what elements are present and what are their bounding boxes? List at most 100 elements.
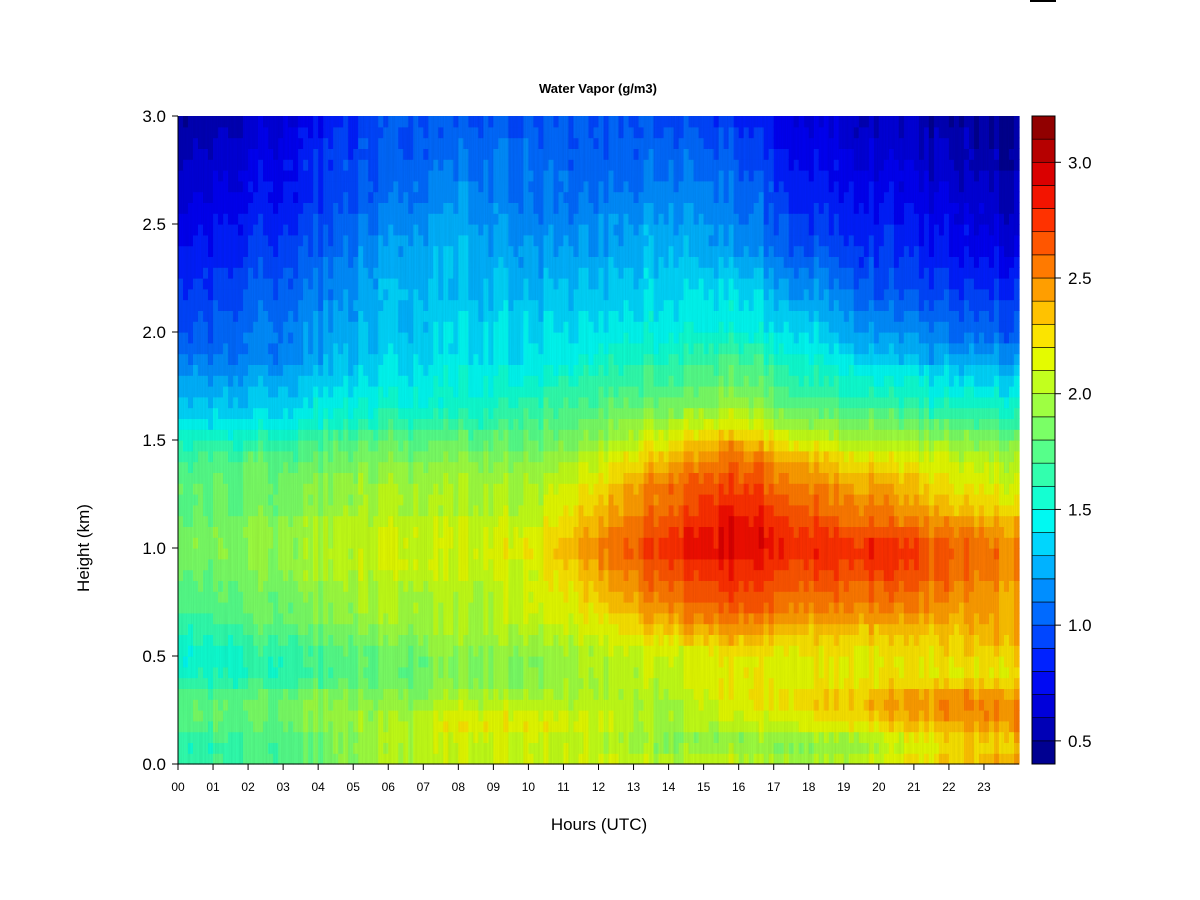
heatmap-cell (393, 753, 399, 765)
heatmap-cell (363, 731, 369, 743)
heatmap-cell (323, 645, 329, 657)
heatmap-cell (418, 753, 424, 765)
heatmap-cell (238, 224, 244, 236)
heatmap-cell (188, 256, 194, 268)
heatmap-cell (528, 677, 535, 689)
heatmap-cell (253, 461, 259, 473)
heatmap-cell (378, 710, 384, 722)
heatmap-cell (363, 569, 369, 581)
heatmap-cell (228, 180, 234, 193)
heatmap-cell (178, 180, 184, 193)
heatmap-cell (363, 710, 369, 722)
heatmap-cell (518, 688, 525, 700)
heatmap-cell (178, 245, 184, 257)
heatmap-cell (313, 548, 319, 560)
heatmap-cell (203, 267, 209, 279)
heatmap-cell (293, 710, 299, 722)
heatmap-cell (528, 742, 535, 754)
heatmap-cell (593, 710, 600, 722)
heatmap-cell (278, 267, 284, 279)
heatmap-cell (418, 634, 424, 646)
heatmap-cell (438, 558, 444, 571)
heatmap-cell (408, 159, 414, 171)
heatmap-cell (528, 461, 535, 473)
heatmap-cell (313, 558, 319, 571)
heatmap-cell (198, 159, 204, 171)
heatmap-cell (433, 202, 439, 214)
heatmap-cell (478, 537, 484, 549)
heatmap-cell (433, 278, 439, 290)
heatmap-cell (583, 710, 590, 722)
heatmap-cell (533, 548, 540, 560)
heatmap-cell (388, 126, 394, 139)
heatmap-cell (348, 666, 354, 679)
heatmap-cell (393, 159, 399, 171)
heatmap-cell (433, 634, 439, 646)
heatmap-cell (463, 558, 469, 571)
heatmap-cell (263, 180, 269, 193)
heatmap-cell (488, 137, 494, 149)
heatmap-cell (573, 256, 580, 268)
heatmap-cell (218, 213, 224, 225)
heatmap-cell (388, 278, 394, 290)
heatmap-cell (448, 548, 454, 560)
heatmap-cell (298, 494, 304, 506)
heatmap-cell (548, 332, 555, 344)
heatmap-cell (213, 148, 219, 160)
heatmap-cell (353, 558, 359, 571)
heatmap-cell (548, 202, 555, 214)
heatmap-cell (558, 245, 565, 257)
heatmap-cell (583, 137, 590, 149)
heatmap-cell (318, 569, 324, 581)
heatmap-cell (518, 202, 525, 214)
heatmap-cell (273, 202, 279, 214)
heatmap-cell (303, 202, 309, 214)
heatmap-cell (368, 332, 374, 344)
heatmap-cell (188, 440, 194, 452)
heatmap-cell (543, 645, 550, 657)
heatmap-cell (323, 407, 329, 419)
heatmap-cell (403, 180, 409, 193)
heatmap-cell (403, 472, 409, 484)
heatmap-cell (348, 332, 354, 344)
heatmap-cell (458, 742, 464, 754)
heatmap-cell (238, 515, 244, 527)
heatmap-cell (528, 450, 535, 463)
heatmap-cell (508, 504, 514, 517)
heatmap-cell (263, 623, 269, 635)
heatmap-cell (473, 278, 479, 290)
heatmap-cell (383, 245, 389, 257)
heatmap-cell (293, 623, 299, 635)
heatmap-cell (313, 656, 319, 668)
heatmap-cell (548, 364, 555, 376)
heatmap-cell (318, 526, 324, 538)
heatmap-cell (268, 504, 274, 517)
heatmap-cell (248, 645, 254, 657)
heatmap-cell (178, 418, 184, 430)
heatmap-cell (583, 666, 590, 679)
heatmap-cell (563, 375, 570, 387)
heatmap-cell (188, 126, 194, 139)
heatmap-cell (403, 450, 409, 463)
heatmap-cell (368, 472, 374, 484)
heatmap-cell (373, 213, 379, 225)
heatmap-cell (483, 753, 489, 765)
heatmap-cell (278, 656, 284, 668)
heatmap-cell (338, 623, 344, 635)
heatmap-cell (423, 375, 429, 387)
heatmap-cell (398, 116, 404, 128)
heatmap-cell (413, 515, 419, 527)
heatmap-cell (363, 591, 369, 603)
heatmap-cell (558, 580, 565, 592)
heatmap-cell (418, 148, 424, 160)
heatmap-cell (403, 299, 409, 311)
heatmap-cell (523, 418, 530, 430)
heatmap-cell (373, 645, 379, 657)
heatmap-cell (528, 483, 535, 495)
heatmap-cell (298, 483, 304, 495)
heatmap-cell (378, 591, 384, 603)
heatmap-cell (253, 440, 259, 452)
heatmap-cell (213, 278, 219, 290)
heatmap-cell (543, 407, 550, 419)
heatmap-cell (253, 720, 259, 733)
